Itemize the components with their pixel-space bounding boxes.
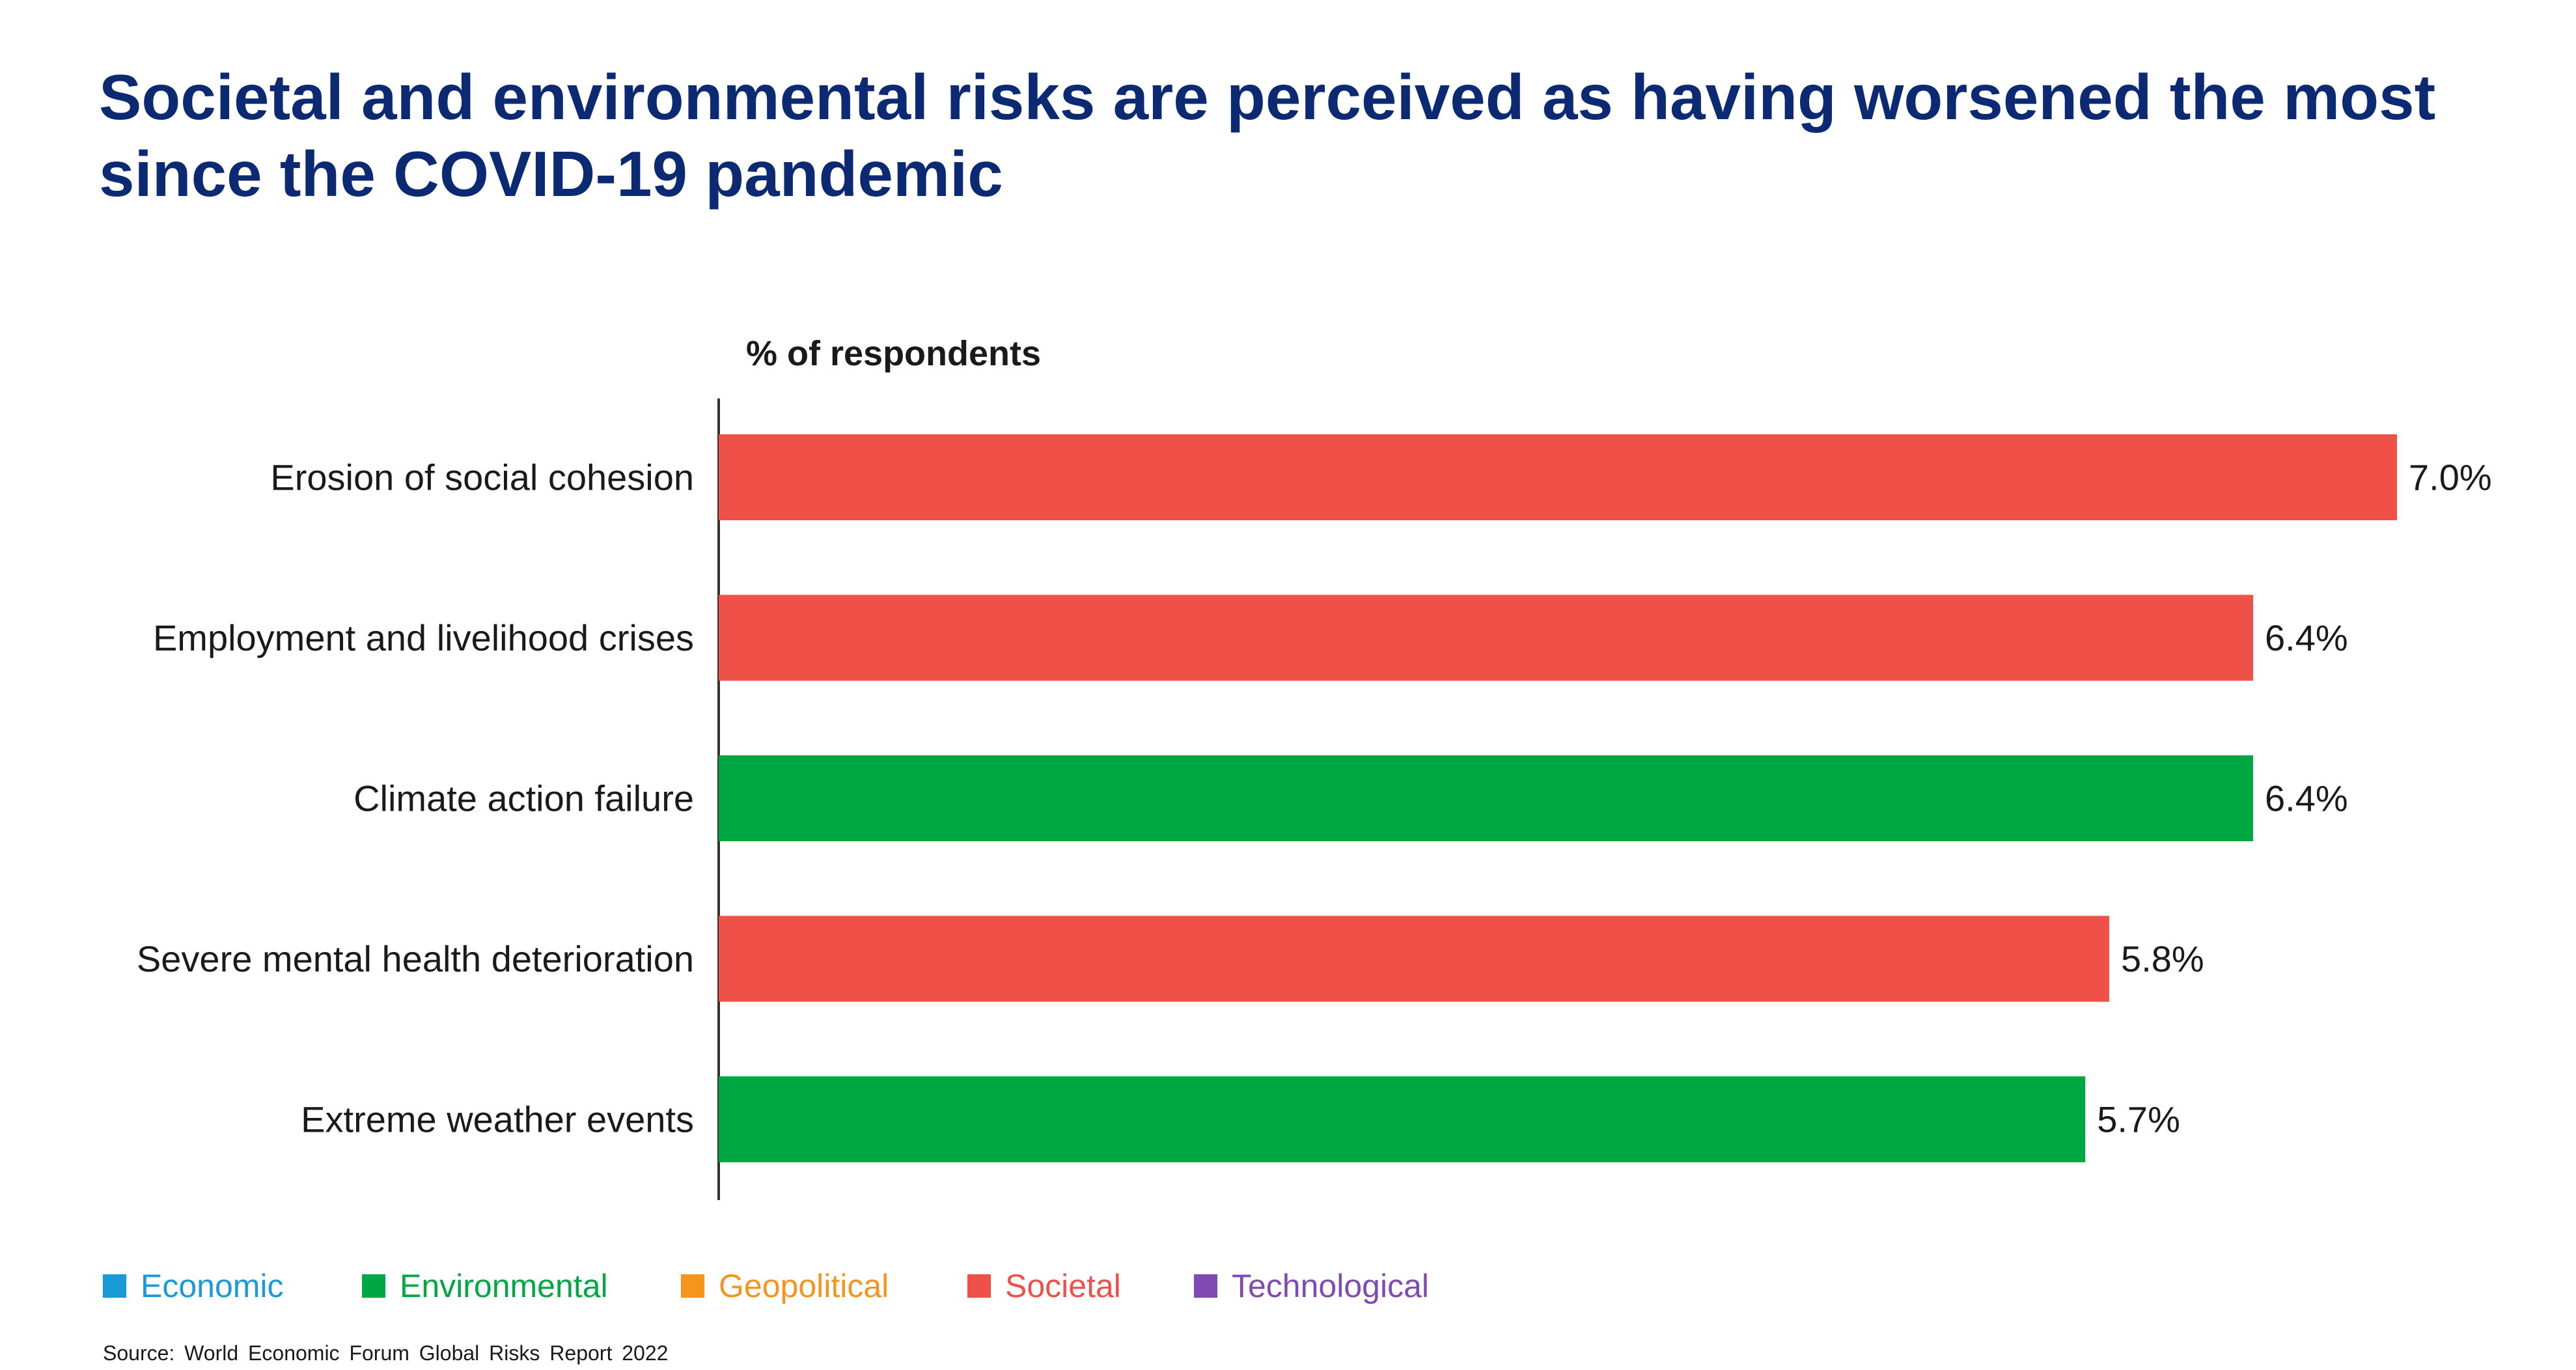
bar-employment-and-livelihood-crises — [719, 594, 2254, 681]
axis-label: % of respondents — [746, 334, 1042, 373]
bar-chart: Erosion of social cohesion 7.0% Employment… — [137, 398, 2492, 1200]
value-label: 6.4% — [2265, 617, 2348, 658]
economic-swatch-icon — [103, 1274, 126, 1298]
technological-swatch-icon — [1194, 1274, 1217, 1298]
value-label: 5.8% — [2121, 938, 2204, 979]
legend-item-societal: Societal — [967, 1263, 1121, 1309]
category-label: Extreme weather events — [301, 1099, 694, 1140]
category-label: Severe mental health deterioration — [137, 938, 694, 979]
legend-label: Environmental — [400, 1268, 608, 1304]
page-title: Societal and environmental risks are per… — [99, 61, 2436, 210]
bar-climate-action-failure — [719, 755, 2254, 841]
value-label: 6.4% — [2265, 778, 2348, 819]
legend-label: Technological — [1232, 1268, 1429, 1304]
legend-label: Societal — [1005, 1268, 1121, 1304]
legend-item-economic: Economic — [103, 1263, 284, 1309]
legend-item-geopolitical: Geopolitical — [681, 1263, 889, 1309]
geopolitical-swatch-icon — [681, 1274, 704, 1298]
category-label: Erosion of social cohesion — [270, 457, 694, 498]
value-label: 5.7% — [2097, 1099, 2180, 1140]
bar-extreme-weather-events — [719, 1076, 2086, 1162]
legend-label: Economic — [141, 1268, 284, 1304]
source-note: Source: World Economic Forum Global Risk… — [103, 1341, 669, 1365]
category-label: Climate action failure — [353, 778, 694, 819]
category-label: Employment and livelihood crises — [153, 617, 694, 658]
value-label: 7.0% — [2409, 457, 2492, 498]
legend-item-technological: Technological — [1194, 1263, 1429, 1309]
bar-severe-mental-health-deterioration — [719, 916, 2110, 1002]
societal-swatch-icon — [967, 1274, 991, 1298]
legend-item-environmental: Environmental — [362, 1263, 608, 1309]
bar-erosion-of-social-cohesion — [719, 434, 2397, 520]
legend-label: Geopolitical — [719, 1268, 889, 1304]
environmental-swatch-icon — [362, 1274, 385, 1298]
